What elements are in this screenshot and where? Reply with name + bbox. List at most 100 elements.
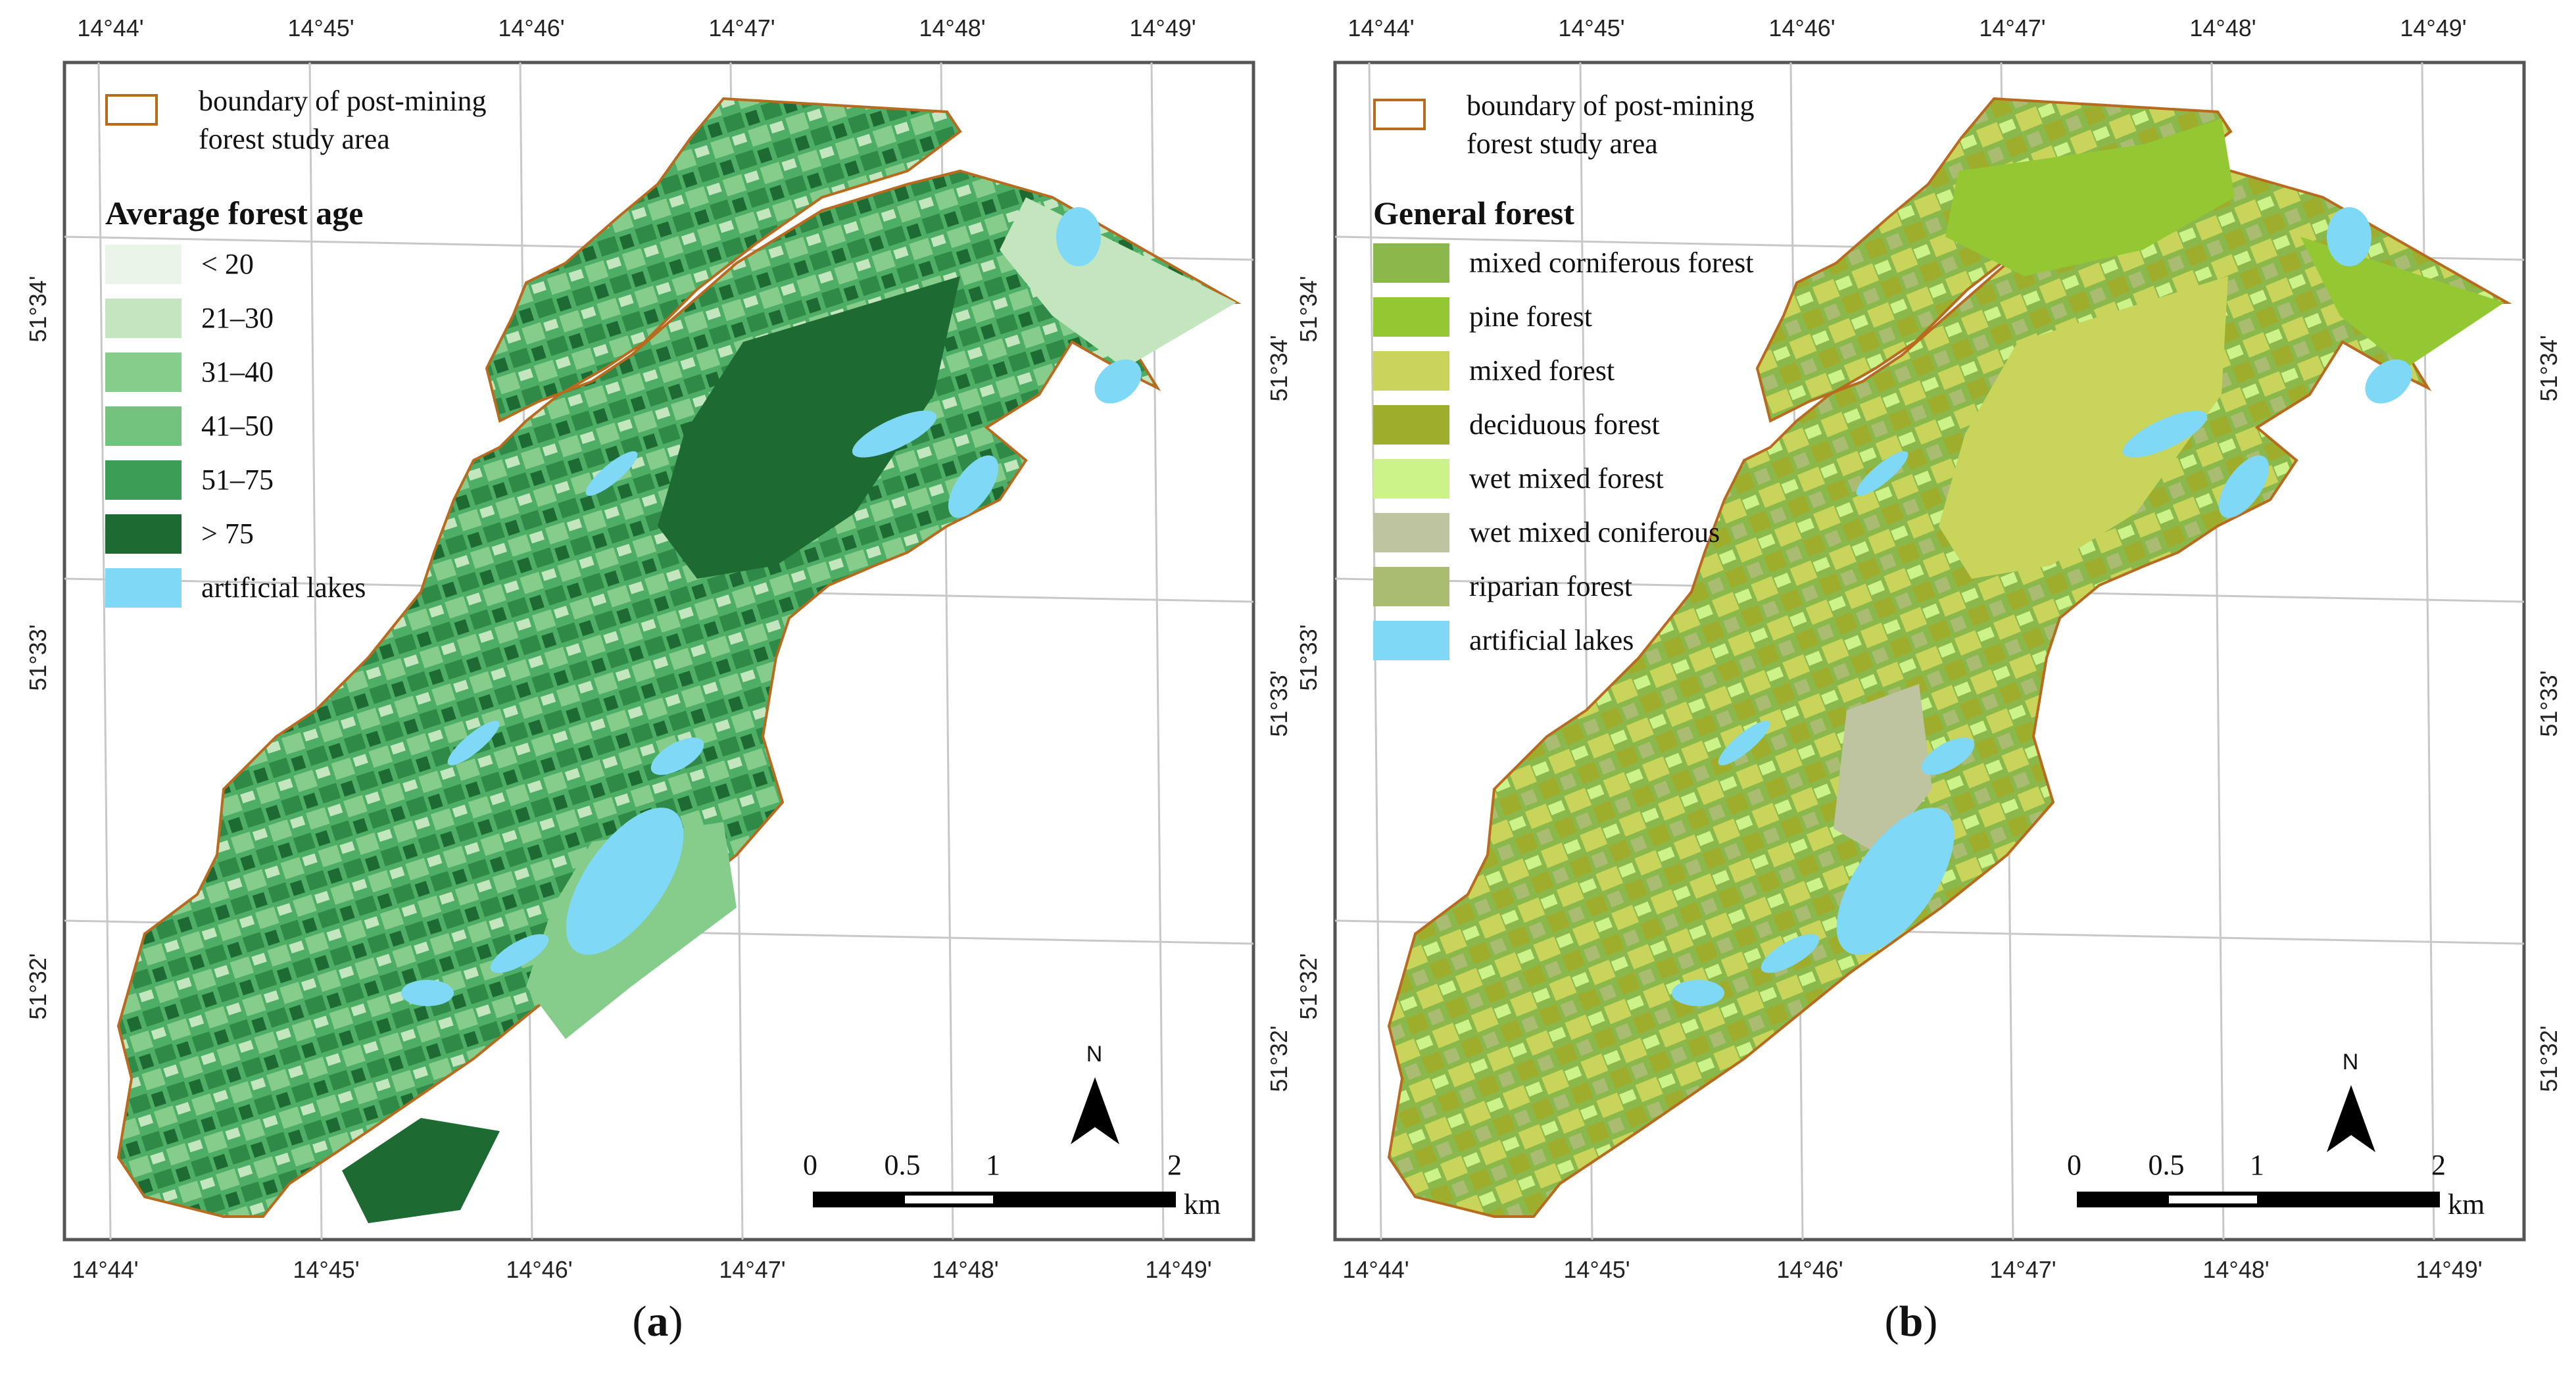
legend-label: wet mixed forest xyxy=(1469,462,1664,495)
boundary-label-line1: boundary of post-mining xyxy=(199,85,487,117)
legend-swatch xyxy=(105,406,182,446)
legend-item: > 75 xyxy=(105,513,254,555)
lon-tick-top: 14°48' xyxy=(2189,14,2256,41)
lat-tick-left: 51°34' xyxy=(1295,276,1322,343)
lon-tick-bottom: 14°49' xyxy=(1145,1256,1212,1283)
legend-item: pine forest xyxy=(1373,296,1592,338)
map-panel-a: 14°44' 14°45' 14°46' 14°47' 14°48' 14°49… xyxy=(24,14,1292,1345)
lon-tick-top: 14°49' xyxy=(1129,14,1196,41)
scale-label: 1 xyxy=(2250,1149,2264,1181)
forest-age-map xyxy=(116,97,1242,1223)
legend-label: pine forest xyxy=(1469,301,1592,333)
scale-label: 0 xyxy=(803,1149,817,1181)
age-zone-old-a xyxy=(658,276,960,579)
lon-tick-top: 14°46' xyxy=(1768,14,1835,41)
lon-tick-top: 14°48' xyxy=(919,14,986,41)
legend-item: 31–40 xyxy=(105,351,274,393)
lat-tick-left: 51°32' xyxy=(1295,953,1322,1020)
legend-swatch xyxy=(1373,405,1449,445)
legend-swatch xyxy=(105,460,182,500)
legend-label: < 20 xyxy=(201,248,254,280)
lon-tick-bottom: 14°47' xyxy=(1989,1256,2056,1283)
legend-swatch xyxy=(1373,243,1449,283)
panel-caption-a: (a) xyxy=(632,1297,683,1345)
lat-tick-left: 51°33' xyxy=(1295,624,1322,691)
legend-swatch xyxy=(1373,297,1449,337)
scale-label: 0.5 xyxy=(2148,1149,2185,1181)
legend-title-b: General forest xyxy=(1373,195,1574,231)
lon-tick-bottom: 14°47' xyxy=(719,1256,786,1283)
legend-swatch xyxy=(105,245,182,284)
wet-coniferous-zone xyxy=(1834,684,1932,855)
legend-swatch xyxy=(1373,513,1449,552)
legend-item: wet mixed forest xyxy=(1373,458,1664,500)
lat-tick-right: 51°33' xyxy=(2535,670,2562,737)
legend-item: 41–50 xyxy=(105,405,274,447)
legend-swatch xyxy=(105,299,182,338)
lat-tick-left: 51°33' xyxy=(24,624,51,691)
map-canvas-b xyxy=(1333,61,2526,1242)
lon-tick-bottom: 14°48' xyxy=(2202,1256,2270,1283)
lon-tick-top: 14°47' xyxy=(1979,14,2046,41)
legend-item: wet mixed coniferous xyxy=(1373,512,1720,554)
legend-swatch xyxy=(1373,459,1449,498)
scale-label: 2 xyxy=(1167,1149,1182,1181)
legend-item: mixed corniferous forest xyxy=(1373,242,1754,284)
study-area-a xyxy=(116,97,1242,1218)
boundary-label-line2: forest study area xyxy=(1467,128,1658,160)
lat-tick-right: 51°32' xyxy=(2535,1025,2562,1092)
lon-tick-bottom: 14°45' xyxy=(1563,1256,1630,1283)
lon-tick-top: 14°45' xyxy=(287,14,354,41)
general-forest-map xyxy=(1387,97,2512,1218)
boundary-swatch xyxy=(105,94,158,126)
boundary-label-line1: boundary of post-mining xyxy=(1467,89,1755,122)
scale-bar xyxy=(2077,1192,2440,1207)
north-arrow-icon xyxy=(1071,1077,1119,1144)
lon-tick-bottom: 14°44' xyxy=(72,1256,139,1283)
legend-item: deciduous forest xyxy=(1373,404,1660,446)
caption-letter-b: b xyxy=(1899,1297,1924,1345)
lon-tick-top: 14°46' xyxy=(498,14,565,41)
legend-label: > 75 xyxy=(201,518,254,550)
lon-tick-top: 14°45' xyxy=(1558,14,1625,41)
lat-tick-left: 51°34' xyxy=(24,276,51,343)
legend-swatch xyxy=(1373,351,1449,391)
legend-label: mixed forest xyxy=(1469,354,1615,387)
lon-tick-bottom: 14°48' xyxy=(932,1256,999,1283)
lon-tick-bottom: 14°46' xyxy=(506,1256,573,1283)
boundary-label: boundary of post-mining forest study are… xyxy=(199,82,487,158)
pine-zone-north xyxy=(1945,118,2235,276)
mixed-zone-central xyxy=(1939,276,2228,579)
legend-item: riparian forest xyxy=(1373,566,1632,608)
legend-item: 51–75 xyxy=(105,459,274,501)
legend-label: artificial lakes xyxy=(1469,624,1634,656)
study-area-b xyxy=(1387,97,2512,1218)
legend-label: wet mixed coniferous xyxy=(1469,516,1720,548)
legend-swatch xyxy=(105,568,182,608)
lon-tick-bottom: 14°46' xyxy=(1776,1256,1843,1283)
legend-swatch xyxy=(105,352,182,392)
legend-label: 31–40 xyxy=(201,356,274,388)
lon-tick-top: 14°47' xyxy=(708,14,775,41)
scale-unit: km xyxy=(2448,1188,2485,1221)
north-label: N xyxy=(2342,1050,2359,1075)
lakes-a xyxy=(401,207,1142,1006)
scale-bar-white-segment xyxy=(2169,1196,2257,1203)
boundary-swatch xyxy=(1373,99,1426,130)
legend-item: mixed forest xyxy=(1373,350,1615,392)
lon-tick-top: 14°49' xyxy=(2400,14,2467,41)
scale-unit: km xyxy=(1184,1188,1221,1221)
legend-label: deciduous forest xyxy=(1469,408,1660,441)
legend-label: 51–75 xyxy=(201,464,274,496)
lat-tick-left: 51°32' xyxy=(24,953,51,1020)
legend-label: 41–50 xyxy=(201,410,274,442)
boundary-label: boundary of post-mining forest study are… xyxy=(1467,87,1755,163)
lon-tick-bottom: 14°45' xyxy=(293,1256,360,1283)
lakes-b xyxy=(1672,207,2412,1006)
scale-label: 1 xyxy=(986,1149,1000,1181)
scale-label: 0 xyxy=(2067,1149,2081,1181)
legend-label: mixed corniferous forest xyxy=(1469,247,1754,279)
legend-item: artificial lakes xyxy=(105,567,366,609)
legend-swatch xyxy=(1373,621,1449,660)
legend-swatch xyxy=(105,514,182,554)
